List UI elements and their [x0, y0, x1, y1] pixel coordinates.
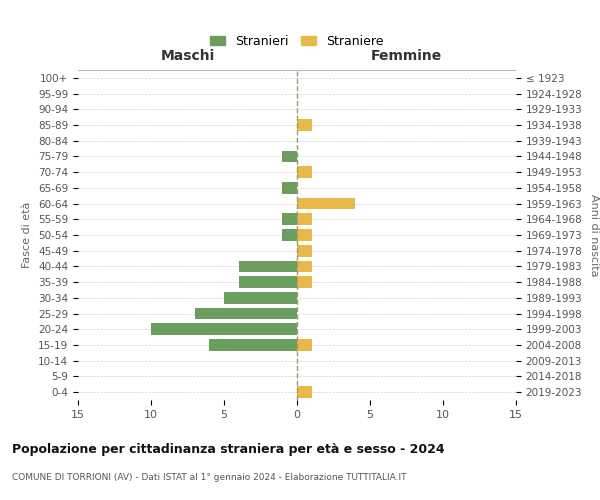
Legend: Stranieri, Straniere: Stranieri, Straniere	[205, 30, 389, 53]
Text: Maschi: Maschi	[160, 50, 215, 64]
Bar	[297, 229, 311, 241]
Y-axis label: Fasce di età: Fasce di età	[22, 202, 32, 268]
Bar	[283, 182, 297, 194]
Text: Popolazione per cittadinanza straniera per età e sesso - 2024: Popolazione per cittadinanza straniera p…	[12, 442, 445, 456]
Text: Femmine: Femmine	[371, 50, 442, 64]
Y-axis label: Anni di nascita: Anni di nascita	[589, 194, 599, 276]
Bar	[283, 229, 297, 241]
Bar	[239, 260, 297, 272]
Text: COMUNE DI TORRIONI (AV) - Dati ISTAT al 1° gennaio 2024 - Elaborazione TUTTITALI: COMUNE DI TORRIONI (AV) - Dati ISTAT al …	[12, 472, 407, 482]
Bar	[297, 386, 311, 398]
Bar	[297, 214, 311, 225]
Bar	[297, 276, 311, 288]
Bar	[297, 339, 311, 351]
Bar	[297, 245, 311, 256]
Bar	[224, 292, 297, 304]
Bar	[209, 339, 297, 351]
Bar	[195, 308, 297, 320]
Bar	[239, 276, 297, 288]
Bar	[297, 260, 311, 272]
Bar	[151, 324, 297, 335]
Bar	[297, 119, 311, 131]
Bar	[297, 198, 355, 209]
Bar	[297, 166, 311, 178]
Bar	[283, 214, 297, 225]
Bar	[283, 150, 297, 162]
